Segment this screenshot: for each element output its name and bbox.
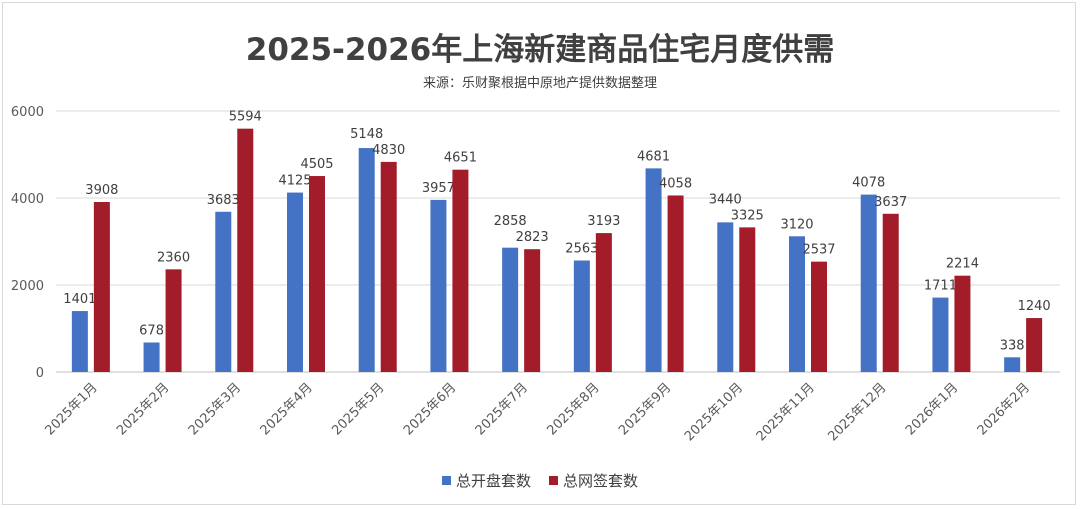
data-label: 2858 bbox=[494, 214, 527, 229]
chart-title: 2025-2026年上海新建商品住宅月度供需 bbox=[245, 32, 835, 68]
bar-signed bbox=[954, 275, 971, 372]
legend: 总开盘套数 总网签套数 bbox=[0, 470, 1080, 491]
data-label: 2214 bbox=[946, 257, 979, 272]
data-label: 5148 bbox=[350, 127, 383, 142]
bar-open bbox=[430, 199, 447, 372]
data-label: 4651 bbox=[444, 151, 477, 166]
data-label: 1711 bbox=[924, 279, 957, 294]
y-tick-label: 2000 bbox=[11, 279, 44, 294]
x-tick-label: 2025年5月 bbox=[329, 380, 387, 438]
bar-open bbox=[932, 297, 949, 372]
bar-open bbox=[860, 194, 877, 372]
x-tick-label: 2025年10月 bbox=[682, 380, 746, 444]
data-label: 2563 bbox=[565, 242, 598, 257]
data-label: 3120 bbox=[780, 217, 813, 232]
bar-signed bbox=[1026, 318, 1043, 372]
bar-open bbox=[71, 311, 88, 372]
legend-swatch-signed bbox=[549, 476, 558, 485]
data-label: 4058 bbox=[659, 176, 692, 191]
legend-label-signed: 总网签套数 bbox=[563, 472, 639, 490]
bar-open bbox=[358, 148, 375, 372]
y-tick-label: 0 bbox=[36, 366, 44, 381]
bar-signed bbox=[739, 227, 756, 372]
data-label: 2537 bbox=[802, 243, 835, 258]
bar-signed bbox=[380, 161, 397, 372]
bar-open bbox=[789, 236, 805, 372]
data-label: 678 bbox=[139, 324, 164, 339]
chart-subtitle: 来源：乐财聚根据中原地产提供数据整理 bbox=[422, 76, 657, 91]
legend-label-open: 总开盘套数 bbox=[455, 472, 531, 490]
bar-open bbox=[573, 260, 590, 372]
bar-signed bbox=[882, 213, 899, 372]
data-label: 3325 bbox=[731, 208, 764, 223]
data-label: 3957 bbox=[422, 181, 455, 196]
legend-item-open: 总开盘套数 bbox=[441, 470, 531, 491]
bar-open bbox=[645, 168, 662, 372]
data-label: 1401 bbox=[63, 292, 96, 307]
data-label: 4681 bbox=[637, 149, 670, 164]
bar-signed bbox=[165, 269, 182, 372]
y-tick-label: 4000 bbox=[11, 192, 44, 207]
bar-signed bbox=[595, 233, 612, 372]
data-label: 4078 bbox=[852, 176, 885, 191]
legend-item-signed: 总网签套数 bbox=[549, 470, 638, 491]
x-tick-label: 2025年12月 bbox=[825, 380, 889, 444]
x-tick-label: 2025年6月 bbox=[401, 380, 459, 438]
data-label: 3440 bbox=[709, 192, 742, 207]
data-label: 4505 bbox=[300, 157, 333, 172]
data-label: 3193 bbox=[587, 214, 620, 229]
x-tick-label: 2025年1月 bbox=[42, 380, 100, 438]
bar-open bbox=[717, 222, 734, 372]
bar-signed bbox=[811, 261, 827, 372]
data-label: 5594 bbox=[229, 110, 262, 125]
bar-signed bbox=[452, 169, 469, 372]
data-label: 4125 bbox=[278, 174, 311, 189]
x-tick-label: 2025年7月 bbox=[473, 380, 531, 438]
bar-open bbox=[1004, 357, 1021, 372]
data-label: 3683 bbox=[207, 193, 240, 208]
bar-signed bbox=[309, 176, 325, 372]
y-tick-label: 6000 bbox=[11, 105, 44, 120]
data-label: 2823 bbox=[516, 230, 549, 245]
legend-swatch-open bbox=[441, 476, 451, 485]
data-label: 4830 bbox=[372, 143, 405, 158]
bar-open bbox=[287, 192, 303, 372]
x-tick-label: 2025年4月 bbox=[258, 380, 316, 438]
data-label: 1240 bbox=[1018, 299, 1051, 314]
bar-signed bbox=[524, 249, 541, 372]
bar-open bbox=[502, 247, 519, 372]
x-tick-label: 2025年8月 bbox=[544, 380, 602, 438]
bar-signed bbox=[237, 128, 254, 372]
data-label: 3908 bbox=[85, 183, 118, 198]
x-tick-label: 2025年11月 bbox=[754, 380, 818, 444]
data-label: 2360 bbox=[157, 250, 190, 265]
data-label: 3637 bbox=[874, 195, 907, 210]
x-tick-label: 2025年9月 bbox=[616, 380, 674, 438]
bar-open bbox=[215, 211, 232, 372]
x-tick-label: 2025年2月 bbox=[114, 380, 172, 438]
x-tick-label: 2025年3月 bbox=[186, 380, 244, 438]
bar-open bbox=[143, 342, 160, 372]
x-tick-label: 2026年1月 bbox=[903, 380, 961, 438]
bar-signed bbox=[93, 202, 110, 372]
bar-signed bbox=[667, 195, 684, 372]
x-tick-label: 2026年2月 bbox=[975, 380, 1033, 438]
data-label: 338 bbox=[1000, 338, 1025, 353]
